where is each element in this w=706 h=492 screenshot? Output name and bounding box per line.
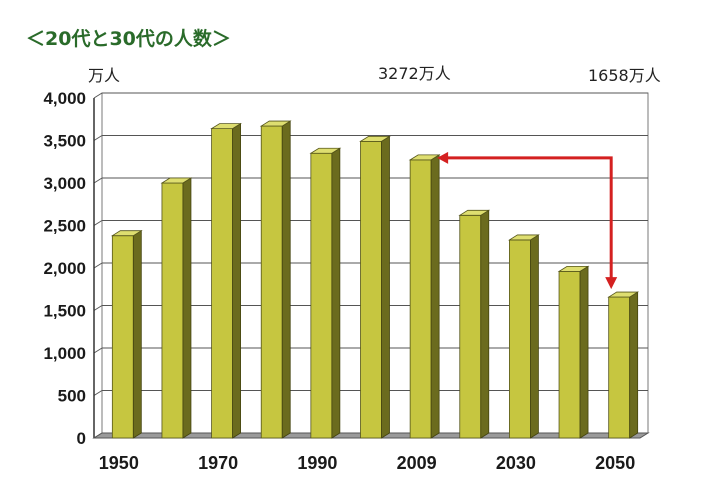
chart-title: ＜20代と30代の人数＞ (26, 28, 231, 50)
bar-side-1950 (132, 229, 142, 439)
bar-top-1990 (309, 147, 342, 154)
bar-top-1970 (210, 123, 242, 130)
bar-top-2040 (557, 265, 590, 272)
bar-side-2040 (579, 265, 589, 439)
y-tick-label: 1,000 (43, 344, 86, 363)
bar-top-2009 (408, 154, 441, 161)
gridline-depth (93, 220, 103, 226)
bar-1960 (161, 182, 184, 439)
annotation-2050: 1658万人 (588, 66, 661, 85)
bar-top-1960 (160, 177, 193, 184)
x-tick-label: 1990 (297, 453, 337, 473)
y-tick-label: 0 (77, 429, 86, 448)
bar-side-2000 (381, 135, 390, 439)
x-tick-label: 1970 (198, 453, 238, 473)
y-tick-label: 1,500 (43, 302, 86, 321)
y-tick-label: 2,000 (43, 259, 86, 278)
bar-1990 (310, 152, 333, 439)
bar-1970 (211, 128, 233, 439)
x-tick-label: 2050 (595, 453, 635, 473)
arrow-line (445, 156, 613, 280)
bar-side-1970 (232, 122, 241, 439)
y-tick-label: 3,500 (43, 132, 86, 151)
bar-top-2000 (359, 135, 391, 142)
annotation-2009: 3272万人 (378, 64, 451, 83)
gridline-depth (93, 177, 103, 184)
bar-2040 (558, 270, 581, 439)
y-tick-label: 2,500 (43, 217, 86, 236)
bar-top-1980 (259, 120, 292, 127)
x-tick-label: 1950 (99, 453, 139, 473)
bar-2000 (360, 140, 382, 439)
gridline-depth (93, 347, 103, 354)
y-tick-label: 3,000 (43, 174, 86, 193)
y-tick-label: 4,000 (43, 89, 86, 108)
bar-2009 (409, 159, 432, 439)
bar-side-2050 (629, 291, 639, 439)
bar-2020 (459, 214, 482, 439)
gridline-depth (93, 305, 103, 311)
bar-1950 (111, 235, 134, 439)
gridline-depth (93, 92, 103, 99)
gridline-depth (93, 262, 103, 269)
bar-1980 (260, 125, 283, 439)
bar-top-1950 (110, 230, 143, 237)
gridline-depth (93, 390, 103, 396)
bar-side-1990 (331, 147, 341, 439)
bar-side-2020 (480, 209, 490, 439)
bar-2050 (608, 296, 631, 439)
gridline-depth (93, 135, 103, 141)
bar-2030 (509, 239, 531, 439)
arrow-head (605, 277, 618, 290)
y-axis-unit-label: 万人 (88, 66, 121, 85)
bar-top-2030 (508, 234, 540, 241)
x-tick-label: 2030 (496, 453, 536, 473)
bar-top-2020 (458, 209, 491, 216)
bar-side-2030 (530, 234, 539, 439)
bar-top-2050 (607, 291, 640, 298)
bar-side-2009 (430, 154, 440, 439)
arrow-tail-head (437, 151, 449, 164)
bar-side-1980 (281, 120, 291, 439)
y-tick-label: 500 (58, 387, 86, 406)
bar-side-1960 (182, 177, 192, 439)
x-tick-label: 2009 (397, 453, 437, 473)
